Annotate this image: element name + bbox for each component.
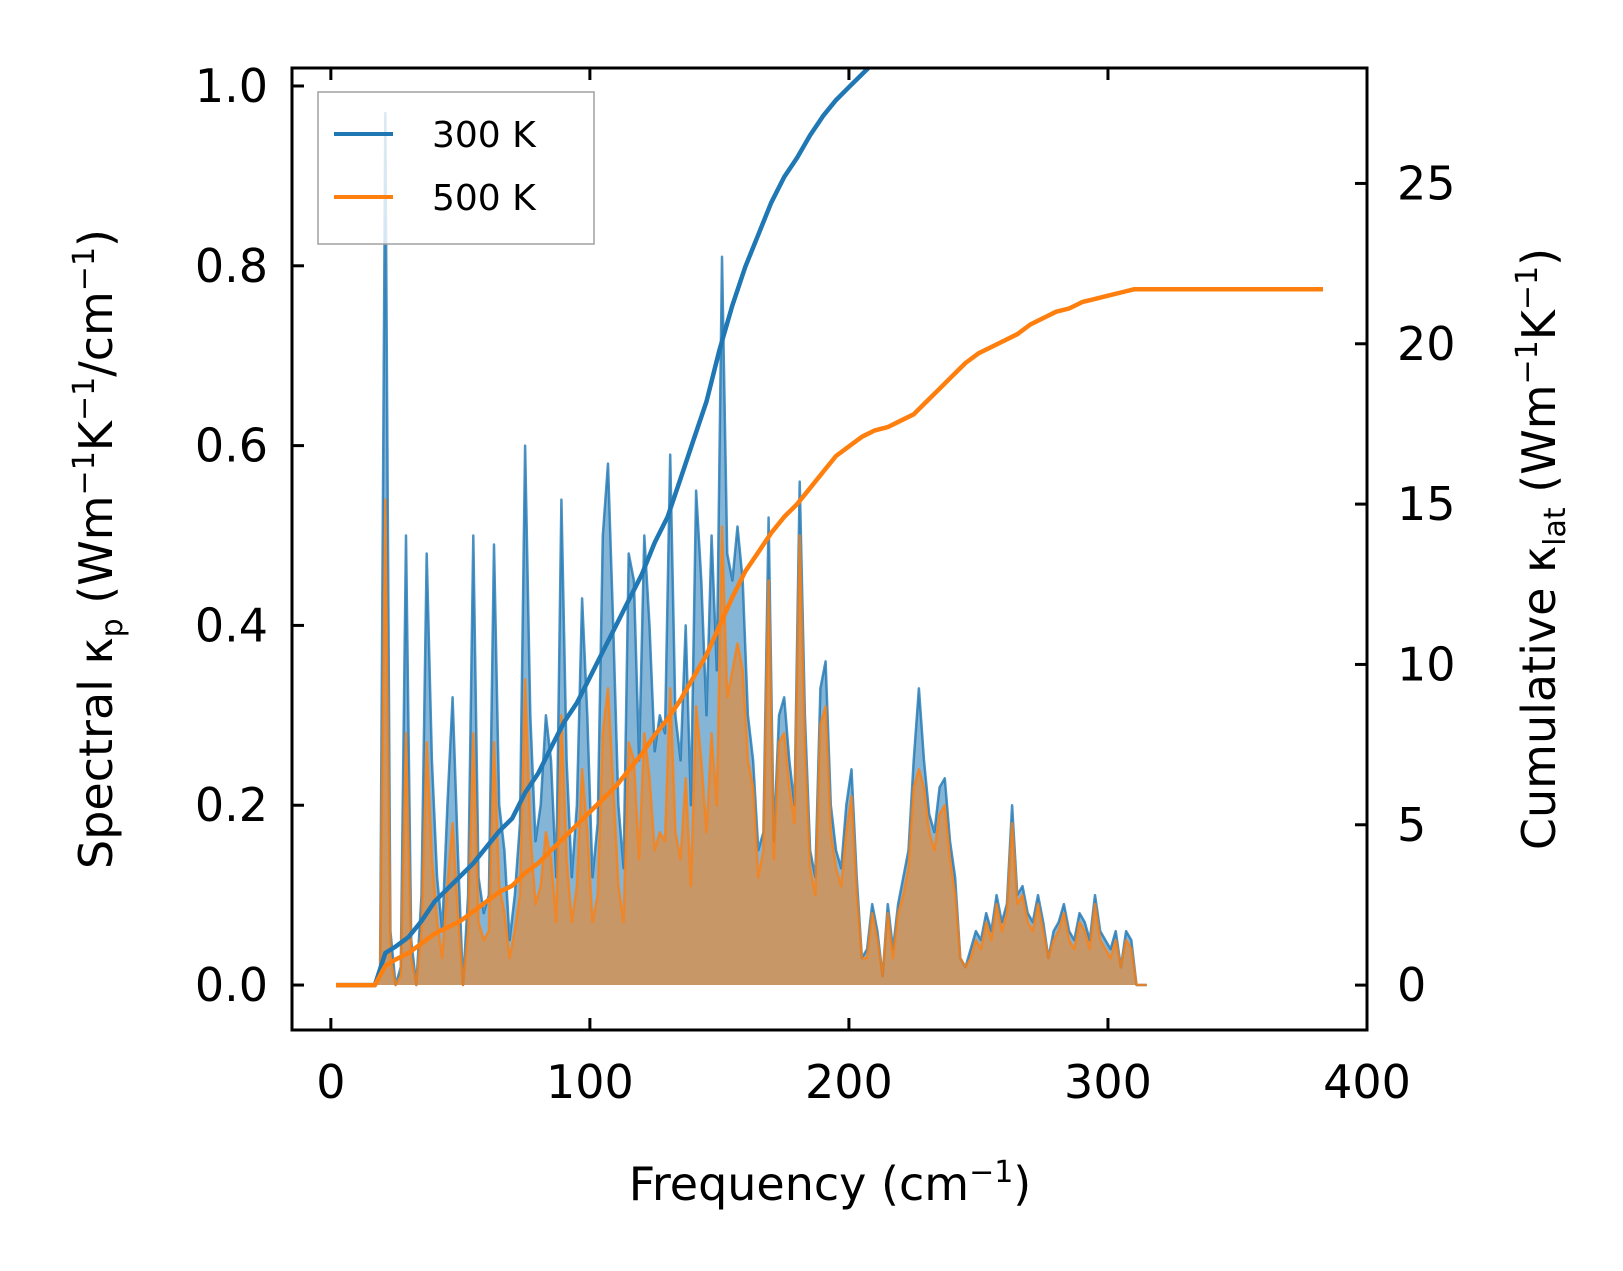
y-left-tick-label: 0.4 [195, 598, 268, 652]
x-axis-title: Frequency (cm−1) [629, 1155, 1032, 1211]
spectral-fill-layer [336, 113, 1147, 986]
y-right-tick-label: 20 [1397, 317, 1456, 371]
y-left-tick-label: 0.8 [195, 239, 268, 293]
legend: 300 K 500 K [317, 91, 595, 245]
data-line-layer [336, 68, 1323, 988]
legend-label-300k: 300 K [432, 115, 537, 156]
y-right-tick-label: 0 [1397, 958, 1426, 1012]
y-left-tick-label: 1.0 [195, 59, 268, 113]
y-left-tick-label: 0.2 [195, 778, 268, 832]
x-tick-label: 100 [546, 1055, 634, 1109]
y-left-tick-label: 0.6 [195, 419, 268, 473]
y-right-tick-label: 25 [1397, 156, 1456, 210]
axis-ticks: 0 100 200 300 400 0.0 0.2 0.4 0.6 0.8 1.0 0 5 10 15 20 2… [195, 59, 1456, 1109]
y-axis-left-title: Spectral κp (Wm−1K−1/cm−1) [67, 229, 130, 869]
x-tick-label: 400 [1323, 1055, 1411, 1109]
y-axis-right-title: Cumulative κlat (Wm−1K−1) [1510, 248, 1573, 850]
spectral-area-500k [336, 499, 1147, 986]
y-left-tick-label: 0.0 [195, 958, 268, 1012]
x-tick-label: 300 [1064, 1055, 1152, 1109]
y-right-tick-label: 15 [1397, 477, 1456, 531]
legend-label-500k: 500 K [432, 178, 537, 219]
spectral-line-500k [336, 498, 1147, 987]
cumulative-line-300k [336, 68, 872, 988]
plot-frame [290, 66, 1369, 1032]
x-tick-label: 200 [805, 1055, 893, 1109]
legend-box [317, 91, 595, 245]
cumulative-line-500k [336, 287, 1323, 988]
y-right-tick-label: 10 [1397, 637, 1456, 691]
x-tick-label: 0 [316, 1055, 345, 1109]
y-right-tick-label: 5 [1397, 798, 1426, 852]
